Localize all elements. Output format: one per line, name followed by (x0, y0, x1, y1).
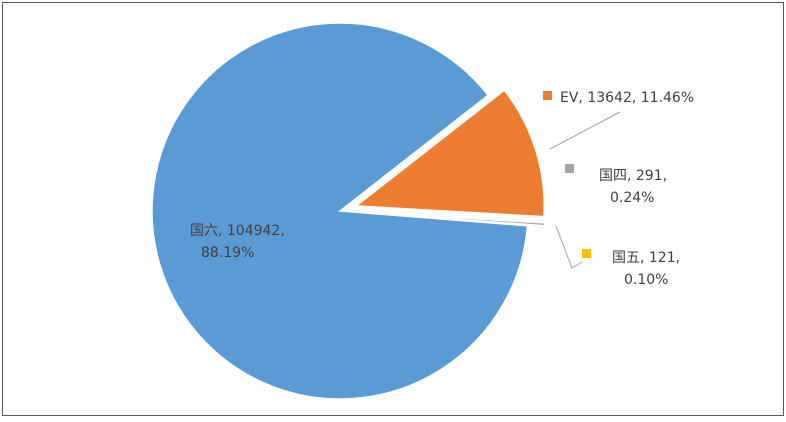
leader-line-ev (549, 111, 621, 150)
data-label-ev: EV, 13642, 11.46% (560, 90, 694, 106)
watermark: 专用汽车SPV 搜狐号@专用汽车 (622, 376, 774, 413)
wechat-icon (622, 378, 648, 398)
watermark-account: 专用汽车SPV (651, 376, 758, 397)
data-label-g6-line2: 88.19% (201, 245, 254, 261)
pie-slices (151, 22, 546, 400)
pie-slice-1 (354, 89, 545, 218)
data-label-g5-line2: 0.10% (624, 272, 668, 288)
label-key-g5 (582, 249, 591, 258)
label-key-ev (543, 91, 552, 100)
watermark-sohu: 搜狐号@专用汽车 (646, 394, 774, 413)
label-key-g4 (565, 164, 574, 173)
pie-slice-4 (151, 22, 529, 400)
data-label-g4-line1: 国四, 291, (599, 168, 667, 184)
data-label-g4-line2: 0.24% (610, 190, 654, 206)
data-label-g6-line1: 国六, 104942, (190, 223, 285, 239)
data-label-g5-line1: 国五, 121, (612, 250, 680, 266)
leader-line-g5 (555, 225, 583, 269)
